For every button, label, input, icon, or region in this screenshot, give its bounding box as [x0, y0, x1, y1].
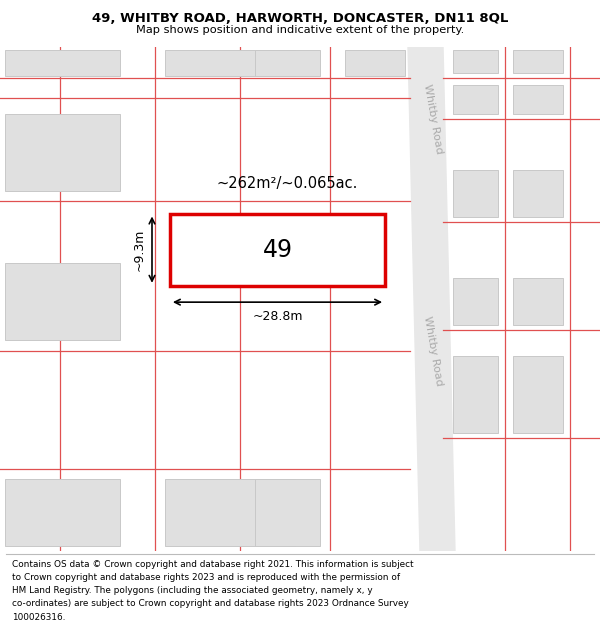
- Text: ~28.8m: ~28.8m: [252, 311, 303, 323]
- Bar: [453, 279, 498, 325]
- Bar: [165, 479, 295, 546]
- Text: ~262m²/~0.065ac.: ~262m²/~0.065ac.: [217, 176, 358, 191]
- Bar: [165, 50, 295, 76]
- Bar: [5, 50, 120, 76]
- Bar: [513, 171, 563, 217]
- Bar: [513, 50, 563, 72]
- Text: to Crown copyright and database rights 2023 and is reproduced with the permissio: to Crown copyright and database rights 2…: [12, 573, 400, 582]
- Bar: [453, 50, 498, 72]
- Bar: [5, 114, 120, 191]
- Bar: [453, 85, 498, 114]
- Text: ~9.3m: ~9.3m: [133, 229, 146, 271]
- Bar: [5, 479, 120, 546]
- Text: 100026316.: 100026316.: [12, 612, 65, 622]
- Bar: [513, 85, 563, 114]
- Text: Map shows position and indicative extent of the property.: Map shows position and indicative extent…: [136, 25, 464, 35]
- Bar: [453, 356, 498, 433]
- Bar: [255, 50, 320, 76]
- Bar: [255, 479, 320, 546]
- Bar: [453, 171, 498, 217]
- Bar: [5, 263, 120, 340]
- Bar: [345, 50, 405, 76]
- Text: Whitby Road: Whitby Road: [422, 83, 444, 154]
- Bar: [230, 224, 325, 278]
- Text: co-ordinates) are subject to Crown copyright and database rights 2023 Ordnance S: co-ordinates) are subject to Crown copyr…: [12, 599, 409, 609]
- Text: HM Land Registry. The polygons (including the associated geometry, namely x, y: HM Land Registry. The polygons (includin…: [12, 586, 373, 596]
- Bar: [513, 279, 563, 325]
- Text: Contains OS data © Crown copyright and database right 2021. This information is : Contains OS data © Crown copyright and d…: [12, 560, 413, 569]
- Text: 49, WHITBY ROAD, HARWORTH, DONCASTER, DN11 8QL: 49, WHITBY ROAD, HARWORTH, DONCASTER, DN…: [92, 12, 508, 25]
- Bar: [170, 214, 385, 286]
- Text: Whitby Road: Whitby Road: [422, 315, 444, 386]
- Text: 49: 49: [263, 238, 293, 262]
- Polygon shape: [408, 47, 455, 551]
- Bar: [513, 356, 563, 433]
